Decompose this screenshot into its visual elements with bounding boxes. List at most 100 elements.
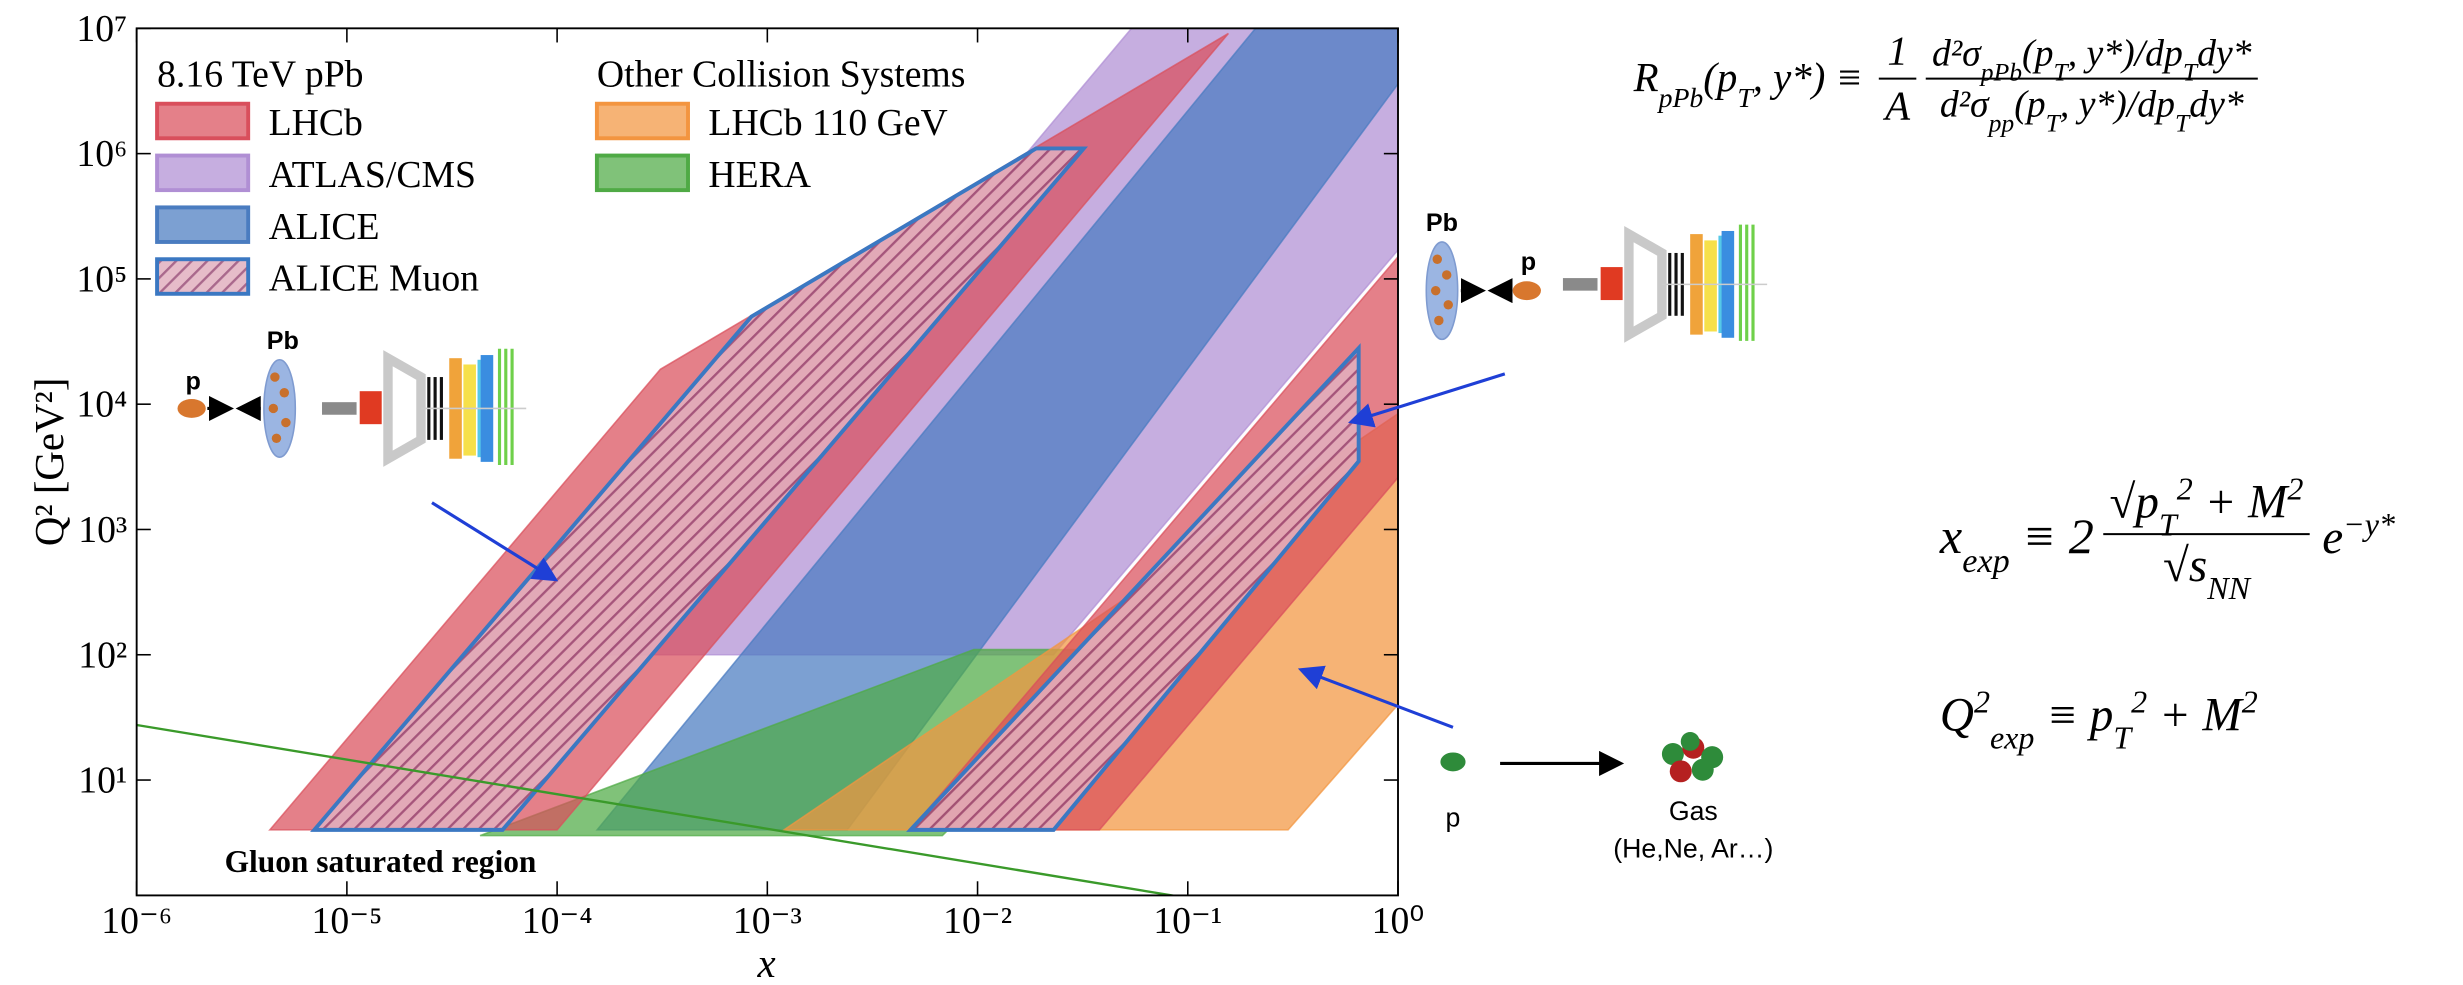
legend-label: ALICE Muon: [269, 258, 480, 300]
formula-sup: 2: [1974, 683, 1990, 719]
formula-sub: T: [2175, 108, 2191, 137]
right-diagram: Pb p: [1425, 209, 1767, 341]
formula-part: √sNN: [2163, 540, 2252, 606]
formula-sub: exp: [1962, 542, 2009, 579]
detector: [322, 349, 526, 465]
formula-sub: T: [2046, 108, 2062, 137]
formula-sup: 2: [2177, 471, 2193, 507]
y-tick-label: 10⁷: [76, 8, 127, 50]
formula-text: ≡ p: [2034, 689, 2113, 741]
formula-part: d²σpp(pT, y*)/dpTdy*: [1940, 83, 2244, 136]
x-tick-label: 10⁻³: [733, 900, 802, 942]
formula-text: x: [1939, 508, 1962, 564]
formula-part: Q2exp ≡ pT2 + M2: [1940, 683, 2258, 755]
formula-text: Q: [1940, 689, 1974, 741]
formula-text: (p: [2022, 32, 2053, 74]
formula-text: d²σ: [1932, 32, 1982, 74]
formula-sup: 2: [2242, 683, 2258, 719]
pointer-arrows: [431, 372, 1506, 729]
formula-text: R: [1633, 55, 1659, 100]
formula-sub: T: [2113, 719, 2133, 755]
formula-text: (p: [1703, 55, 1737, 100]
lead-nucleus: [263, 358, 297, 458]
formula-text: dy*: [2189, 83, 2244, 125]
formula-text: A: [1882, 83, 1911, 128]
diagram-label: (He,Ne, Ar…): [1613, 834, 1773, 864]
formula-text: ≡ 2: [2010, 508, 2094, 564]
formula-text: √s: [2163, 540, 2207, 592]
regions: [136, 28, 1399, 896]
arrow: [1348, 372, 1506, 428]
legend-title: 8.16 TeV pPb: [157, 53, 363, 95]
arrow: [1297, 665, 1454, 729]
region: [906, 343, 1361, 832]
legend-swatch: [155, 153, 251, 193]
formula-text: , y*)/dp: [2068, 32, 2183, 74]
formula-part: √pT2 + M2: [2110, 471, 2304, 543]
gas-diagram: p Gas (He,Ne, Ar…): [1440, 732, 1773, 864]
x-axis-label: x: [756, 941, 775, 985]
formula-text: 1: [1887, 28, 1907, 73]
detector: [1563, 225, 1767, 341]
formula-part: RpPb(pT, y*) ≡: [1633, 55, 1863, 113]
legend-label: HERA: [708, 154, 811, 196]
formula-text: , y*)/dp: [2060, 83, 2175, 125]
y-tick-label: 10⁵: [76, 258, 127, 300]
y-tick-label: 10³: [78, 509, 127, 551]
formula-sup: 2: [2131, 683, 2147, 719]
formula-text: + M: [2147, 689, 2244, 741]
formula-sub: T: [2159, 507, 2179, 543]
formula-text: (p: [2014, 83, 2045, 125]
gluon-label: Gluon saturated region: [225, 844, 537, 879]
lead-nucleus: [1425, 241, 1459, 341]
legend-label: ATLAS/CMS: [269, 154, 476, 196]
formula-part: xexp ≡ 2: [1939, 508, 2094, 580]
diagram-label: p: [1446, 802, 1461, 832]
proton: [1512, 281, 1541, 301]
x-tick-label: 10⁰: [1372, 900, 1425, 942]
diagram-label: Gas: [1669, 796, 1718, 826]
legend-title: Other Collision Systems: [597, 53, 966, 95]
y-axis-label: Q² [GeV²]: [27, 378, 72, 546]
legend-label: LHCb: [269, 102, 363, 144]
formula-part: e−y*: [2322, 506, 2395, 564]
diagram-label: Pb: [1426, 209, 1458, 237]
x-tick-label: 10⁻⁵: [312, 900, 383, 942]
formula-sub: exp: [1990, 719, 2034, 755]
formula-part: d²σpPb(pT, y*)/dpTdy*: [1932, 32, 2252, 86]
formula-sup: 2: [2287, 471, 2303, 507]
formula-part: 1: [1887, 28, 1907, 73]
y-tick-label: 10⁶: [76, 133, 127, 175]
legend-swatch: [594, 153, 690, 193]
y-tick-label: 10¹: [78, 760, 127, 802]
formula-text: dy*: [2197, 32, 2252, 74]
region: [310, 146, 1089, 832]
proton: [1440, 752, 1466, 772]
formula-sub: pp: [1987, 108, 2015, 137]
annotation-line: [136, 723, 1180, 896]
formula-text: √p: [2110, 477, 2159, 529]
y-tick-label: 10²: [78, 634, 127, 676]
proton: [177, 399, 206, 418]
legend-swatch: [155, 101, 251, 141]
gas-nuclei: [1661, 732, 1724, 783]
formula-sup: −y*: [2343, 506, 2395, 542]
legend-label: ALICE: [269, 206, 380, 248]
x-tick-label: 10⁻²: [943, 900, 1012, 942]
x-tick-label: 10⁻¹: [1153, 900, 1222, 942]
formula-text: , y*) ≡: [1753, 55, 1863, 100]
left-diagram: p Pb: [177, 327, 526, 465]
diagram-label: p: [1521, 248, 1536, 276]
y-tick-label: 10⁴: [76, 384, 127, 426]
formula-sub: T: [1737, 83, 1755, 114]
legend-swatch: [155, 257, 251, 296]
arrow: [431, 501, 559, 582]
x-tick-label: 10⁻⁶: [101, 900, 172, 942]
plot-area: [135, 27, 1399, 897]
formula-sub: pPb: [1979, 57, 2022, 86]
formula-sub: pPb: [1657, 83, 1704, 114]
legend-label: LHCb 110 GeV: [708, 102, 947, 144]
formula-text: + M: [2193, 477, 2290, 529]
